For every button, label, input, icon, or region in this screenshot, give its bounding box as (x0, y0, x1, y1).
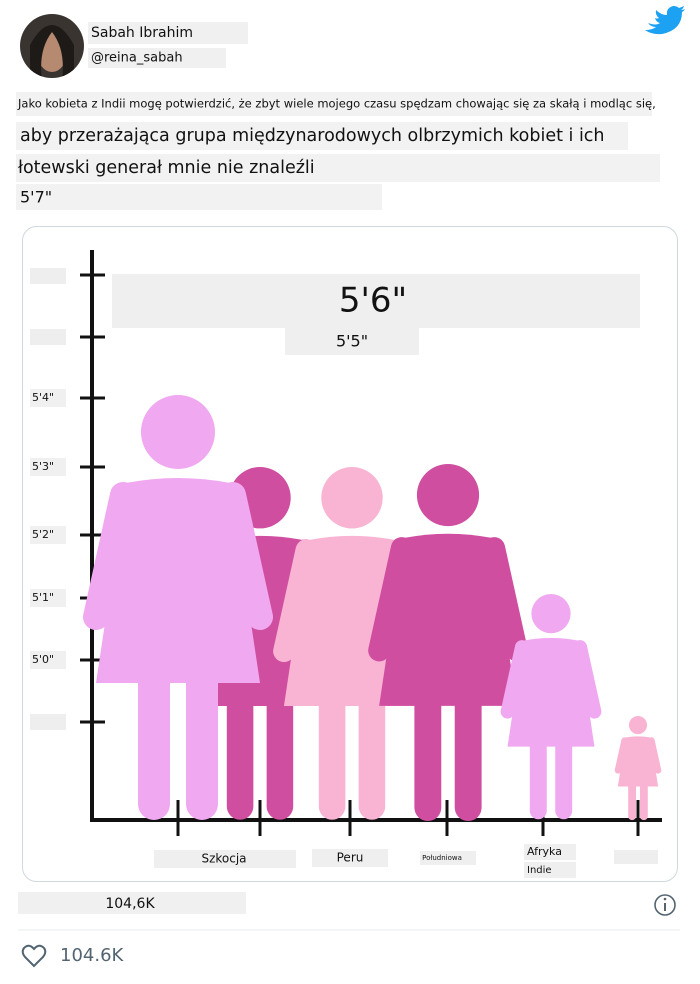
x-label: Indie (527, 865, 552, 876)
text-bg (16, 92, 652, 116)
y-tick-label: 5'2" (32, 528, 54, 541)
y-tick-label: 5'4" (32, 391, 54, 404)
tweet-line: 5'7" (20, 188, 52, 207)
tweet-image[interactable]: 5'4" 5'3" 5'2" 5'1" 5'0" 5'6" 5'5" Szkoc… (22, 226, 678, 882)
text-bg (16, 184, 382, 210)
tweet-line: łotewski generał mnie nie znaleźli (18, 158, 315, 178)
tweet-line: Jako kobieta z Indii mogę potwierdzić, ż… (17, 97, 656, 111)
user-name[interactable]: Sabah Ibrahim (91, 25, 193, 41)
subhighlight-label: 5'5" (336, 332, 368, 351)
highlight-label: 5'6" (339, 281, 407, 321)
text-bg (16, 122, 628, 150)
y-tick-label: 5'3" (32, 460, 54, 473)
y-tick-label: 5'0" (32, 653, 54, 666)
tiny-labels (30, 268, 658, 864)
x-label: Afryka (527, 845, 562, 858)
x-label: Peru (337, 851, 364, 865)
tweet-line: aby przerażająca grupa międzynarodowych … (20, 126, 605, 146)
count-label: 104,6K (105, 896, 155, 912)
y-tick-labels: 5'4" 5'3" 5'2" 5'1" 5'0" (30, 389, 66, 669)
highlight-bg (112, 274, 640, 328)
twitter-logo (645, 6, 685, 35)
name-bg (88, 22, 248, 44)
y-tick-label: 5'1" (32, 591, 54, 604)
avatar[interactable] (20, 14, 84, 80)
user-handle[interactable]: @reina_sabah (91, 51, 183, 66)
like-icon[interactable] (21, 944, 47, 968)
x-label: Szkocja (201, 852, 246, 866)
info-icon[interactable] (654, 894, 676, 916)
highlight-bg (285, 328, 419, 355)
text-bg (16, 154, 660, 182)
x-label: Południowa (422, 854, 462, 862)
count-bg (18, 892, 246, 914)
handle-bg (88, 48, 226, 68)
like-count[interactable]: 104.6K (60, 945, 125, 966)
